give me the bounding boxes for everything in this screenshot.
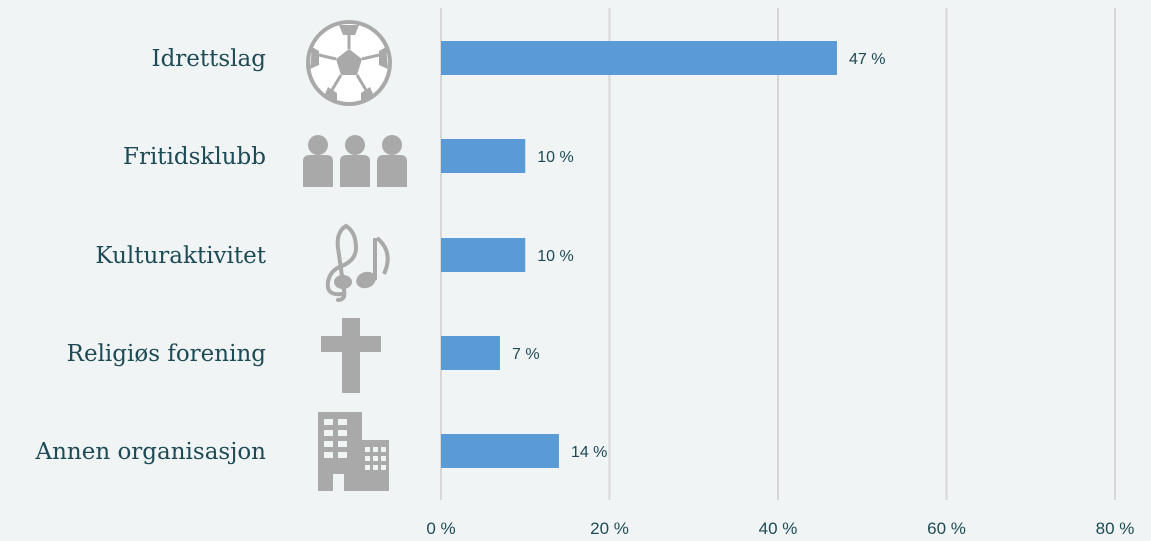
bar [441, 238, 526, 272]
value-labels: 47 % 10 % 10 % 7 % 14 % [512, 51, 885, 461]
gridlines [440, 8, 1116, 500]
x-axis-tick-labels: 0 % 20 % 40 % 60 % 80 % [426, 519, 1134, 538]
category-label: Annen organisasjon [34, 439, 266, 465]
x-tick-label: 40 % [759, 519, 798, 538]
x-tick-label: 60 % [927, 519, 966, 538]
x-tick-label: 80 % [1096, 519, 1135, 538]
value-label: 14 % [571, 444, 607, 461]
category-label: Religiøs forening [67, 341, 267, 367]
bar [441, 139, 526, 173]
bars [441, 41, 837, 468]
category-label: Fritidsklubb [123, 144, 266, 170]
bar [441, 336, 500, 370]
music-notes-icon [325, 223, 390, 302]
category-label: Idrettslag [152, 46, 267, 72]
bar [441, 41, 837, 75]
category-labels: Idrettslag Fritidsklubb Kulturaktivitet Rel… [34, 46, 266, 465]
soccer-ball-icon [306, 20, 392, 106]
value-label: 47 % [849, 51, 885, 68]
value-label: 10 % [537, 248, 573, 265]
x-tick-label: 0 % [426, 519, 455, 538]
value-label: 7 % [512, 346, 540, 363]
buildings-icon [318, 412, 389, 491]
category-label: Kulturaktivitet [95, 243, 266, 269]
cross-icon [321, 318, 381, 393]
value-label: 10 % [537, 149, 573, 166]
people-group-icon [303, 135, 407, 187]
bar [441, 434, 559, 468]
x-tick-label: 20 % [590, 519, 629, 538]
